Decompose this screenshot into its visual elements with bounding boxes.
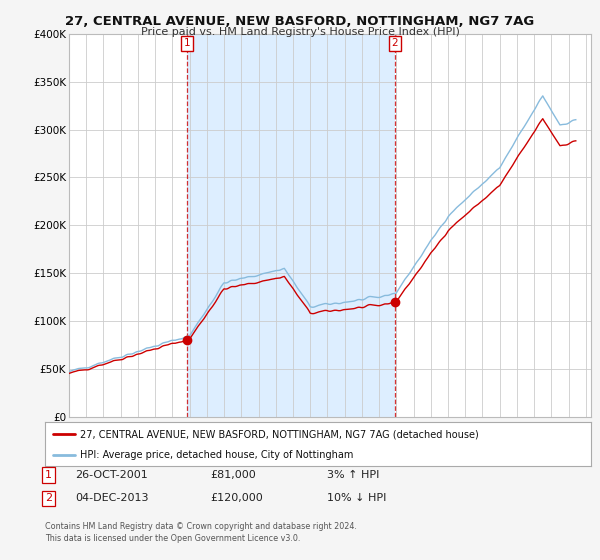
Text: 27, CENTRAL AVENUE, NEW BASFORD, NOTTINGHAM, NG7 7AG: 27, CENTRAL AVENUE, NEW BASFORD, NOTTING…	[65, 15, 535, 27]
Text: 3% ↑ HPI: 3% ↑ HPI	[327, 470, 379, 480]
Text: 1: 1	[45, 470, 52, 480]
Text: 10% ↓ HPI: 10% ↓ HPI	[327, 493, 386, 503]
Bar	[187, 34, 395, 417]
Text: HPI: Average price, detached house, City of Nottingham: HPI: Average price, detached house, City…	[80, 450, 354, 460]
Text: 26-OCT-2001: 26-OCT-2001	[75, 470, 148, 480]
Text: £120,000: £120,000	[210, 493, 263, 503]
Text: 27, CENTRAL AVENUE, NEW BASFORD, NOTTINGHAM, NG7 7AG (detached house): 27, CENTRAL AVENUE, NEW BASFORD, NOTTING…	[80, 429, 479, 439]
Text: Contains HM Land Registry data © Crown copyright and database right 2024.
This d: Contains HM Land Registry data © Crown c…	[45, 522, 357, 543]
Text: £81,000: £81,000	[210, 470, 256, 480]
Text: 2: 2	[45, 493, 52, 503]
Text: Price paid vs. HM Land Registry's House Price Index (HPI): Price paid vs. HM Land Registry's House …	[140, 27, 460, 37]
Text: 04-DEC-2013: 04-DEC-2013	[75, 493, 149, 503]
Text: 1: 1	[184, 39, 190, 48]
Text: 2: 2	[392, 39, 398, 48]
